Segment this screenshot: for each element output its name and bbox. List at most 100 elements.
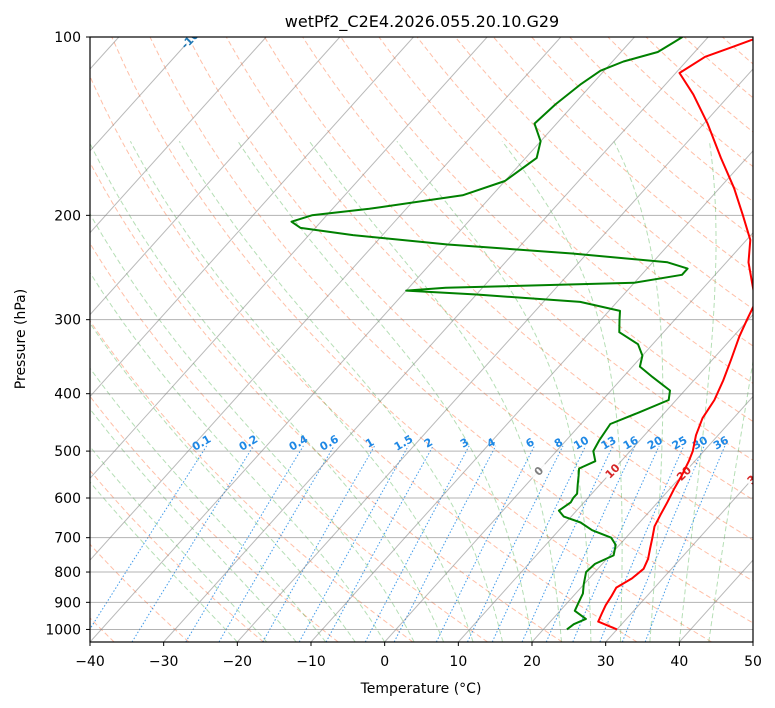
x-axis-label: Temperature (°C) xyxy=(360,681,482,697)
mixing-ratio-label: 0.6 xyxy=(318,432,342,453)
y-tick-label: 300 xyxy=(54,313,81,329)
moist-adiabat xyxy=(678,141,717,642)
isotherm-line xyxy=(605,477,753,642)
isotherm-line xyxy=(384,231,753,642)
dry-adiabat xyxy=(378,37,753,385)
dry-adiabat xyxy=(645,37,753,133)
dry-adiabat xyxy=(302,37,753,461)
isotherm-line xyxy=(531,395,753,642)
mixing-ratio-line xyxy=(364,445,470,642)
mixing-ratio-line xyxy=(393,445,497,642)
isotherm-line xyxy=(752,641,753,642)
y-tick-label: 100 xyxy=(54,30,81,46)
y-tick-label: 900 xyxy=(54,595,81,611)
isotherm-label: 30 xyxy=(745,467,765,487)
mixing-ratio-label: 0.1 xyxy=(190,433,213,454)
x-tick-label: 10 xyxy=(449,654,467,670)
isotherm-line xyxy=(310,150,753,642)
dry-adiabat xyxy=(90,320,414,642)
x-tick-label: 30 xyxy=(597,654,615,670)
y-tick-label: 800 xyxy=(54,565,81,581)
isotherm-line xyxy=(457,313,753,642)
dry-adiabat xyxy=(264,37,753,501)
dry-adiabat xyxy=(340,37,753,423)
isotherm-line xyxy=(90,37,193,152)
isotherm-label-bg xyxy=(528,460,550,482)
dry-adiabat xyxy=(225,37,753,541)
dry-adiabat xyxy=(761,37,775,642)
isotherm-line xyxy=(163,37,709,642)
mixing-ratio-line xyxy=(644,445,726,642)
mixing-ratio-line xyxy=(298,445,409,642)
mixing-ratio-line xyxy=(218,445,335,642)
mixing-ratio-label: 36 xyxy=(711,433,731,452)
mixing-ratio-label: 0.4 xyxy=(287,432,311,453)
y-tick-label: 200 xyxy=(54,208,81,224)
y-tick-label: 1000 xyxy=(45,622,81,638)
moist-adiabat xyxy=(501,140,623,642)
dry-adiabat xyxy=(90,395,339,642)
moist-adiabat xyxy=(308,141,562,642)
mixing-ratio-line xyxy=(131,445,254,642)
dry-adiabat xyxy=(454,37,753,310)
mixing-ratio-label: 16 xyxy=(621,433,641,452)
mixing-ratio-line xyxy=(521,445,614,642)
mixing-ratio-label: 4 xyxy=(485,435,498,450)
y-tick-label: 400 xyxy=(54,387,81,403)
dry-adiabat xyxy=(90,75,638,642)
isotherm-line xyxy=(90,37,267,234)
dry-adiabat xyxy=(90,161,563,642)
x-tick-label: 50 xyxy=(744,654,762,670)
isotherm-line xyxy=(90,37,562,561)
mixing-ratio-line xyxy=(325,445,434,642)
mixing-ratio-line xyxy=(545,445,636,642)
y-axis-label: Pressure (hPa) xyxy=(13,289,29,389)
isotherm-label-bg xyxy=(743,466,753,488)
dry-adiabat xyxy=(416,37,753,347)
isotherm-line xyxy=(90,37,341,316)
isotherm-line xyxy=(678,559,753,642)
dry-adiabat xyxy=(90,242,488,642)
isotherm-line xyxy=(90,37,488,480)
x-tick-label: −20 xyxy=(223,654,253,670)
dry-adiabat xyxy=(683,37,753,99)
mixing-ratio-line xyxy=(572,445,660,642)
mixing-ratio-label: 10 xyxy=(571,433,591,452)
isotherm-line xyxy=(236,68,753,642)
chart-title: wetPf2_C2E4.2026.055.20.10.G29 xyxy=(285,12,559,32)
isotherm-line xyxy=(90,37,414,398)
x-tick-label: −40 xyxy=(75,654,105,670)
mixing-ratio-line xyxy=(90,445,208,630)
moist-adiabat xyxy=(237,141,533,642)
mixing-ratio-label: 6 xyxy=(523,435,536,450)
moist-adiabat xyxy=(90,445,268,642)
mixing-ratio-line xyxy=(621,445,705,642)
moist-adiabat xyxy=(613,141,664,642)
moist-adiabat xyxy=(90,367,327,642)
mixing-ratio-line xyxy=(491,445,587,642)
mixing-ratio-line xyxy=(599,445,685,642)
x-tick-label: 0 xyxy=(380,654,389,670)
moist-adiabat xyxy=(90,481,238,642)
mixing-ratio-line xyxy=(185,445,304,642)
y-tick-label: 500 xyxy=(54,444,81,460)
y-tick-label: 700 xyxy=(54,531,81,547)
mixing-ratio-label: 3 xyxy=(458,436,471,451)
x-tick-label: 40 xyxy=(670,654,688,670)
plot-frame xyxy=(89,36,754,643)
dry-adiabat xyxy=(187,37,753,582)
dry-adiabat xyxy=(607,37,753,168)
mixing-ratio-label: 1 xyxy=(363,436,376,451)
dry-adiabat xyxy=(149,37,753,624)
x-tick-label: 20 xyxy=(523,654,541,670)
mixing-ratio-line xyxy=(262,445,376,642)
dry-adiabat xyxy=(90,469,264,642)
moist-adiabat xyxy=(90,142,445,642)
dewpoint-profile xyxy=(290,37,689,631)
x-tick-label: −10 xyxy=(296,654,326,670)
isotherm-label-bg xyxy=(601,460,623,482)
moist-adiabat xyxy=(129,141,474,642)
y-tick-label: 600 xyxy=(54,491,81,507)
isotherm-line xyxy=(90,37,635,642)
